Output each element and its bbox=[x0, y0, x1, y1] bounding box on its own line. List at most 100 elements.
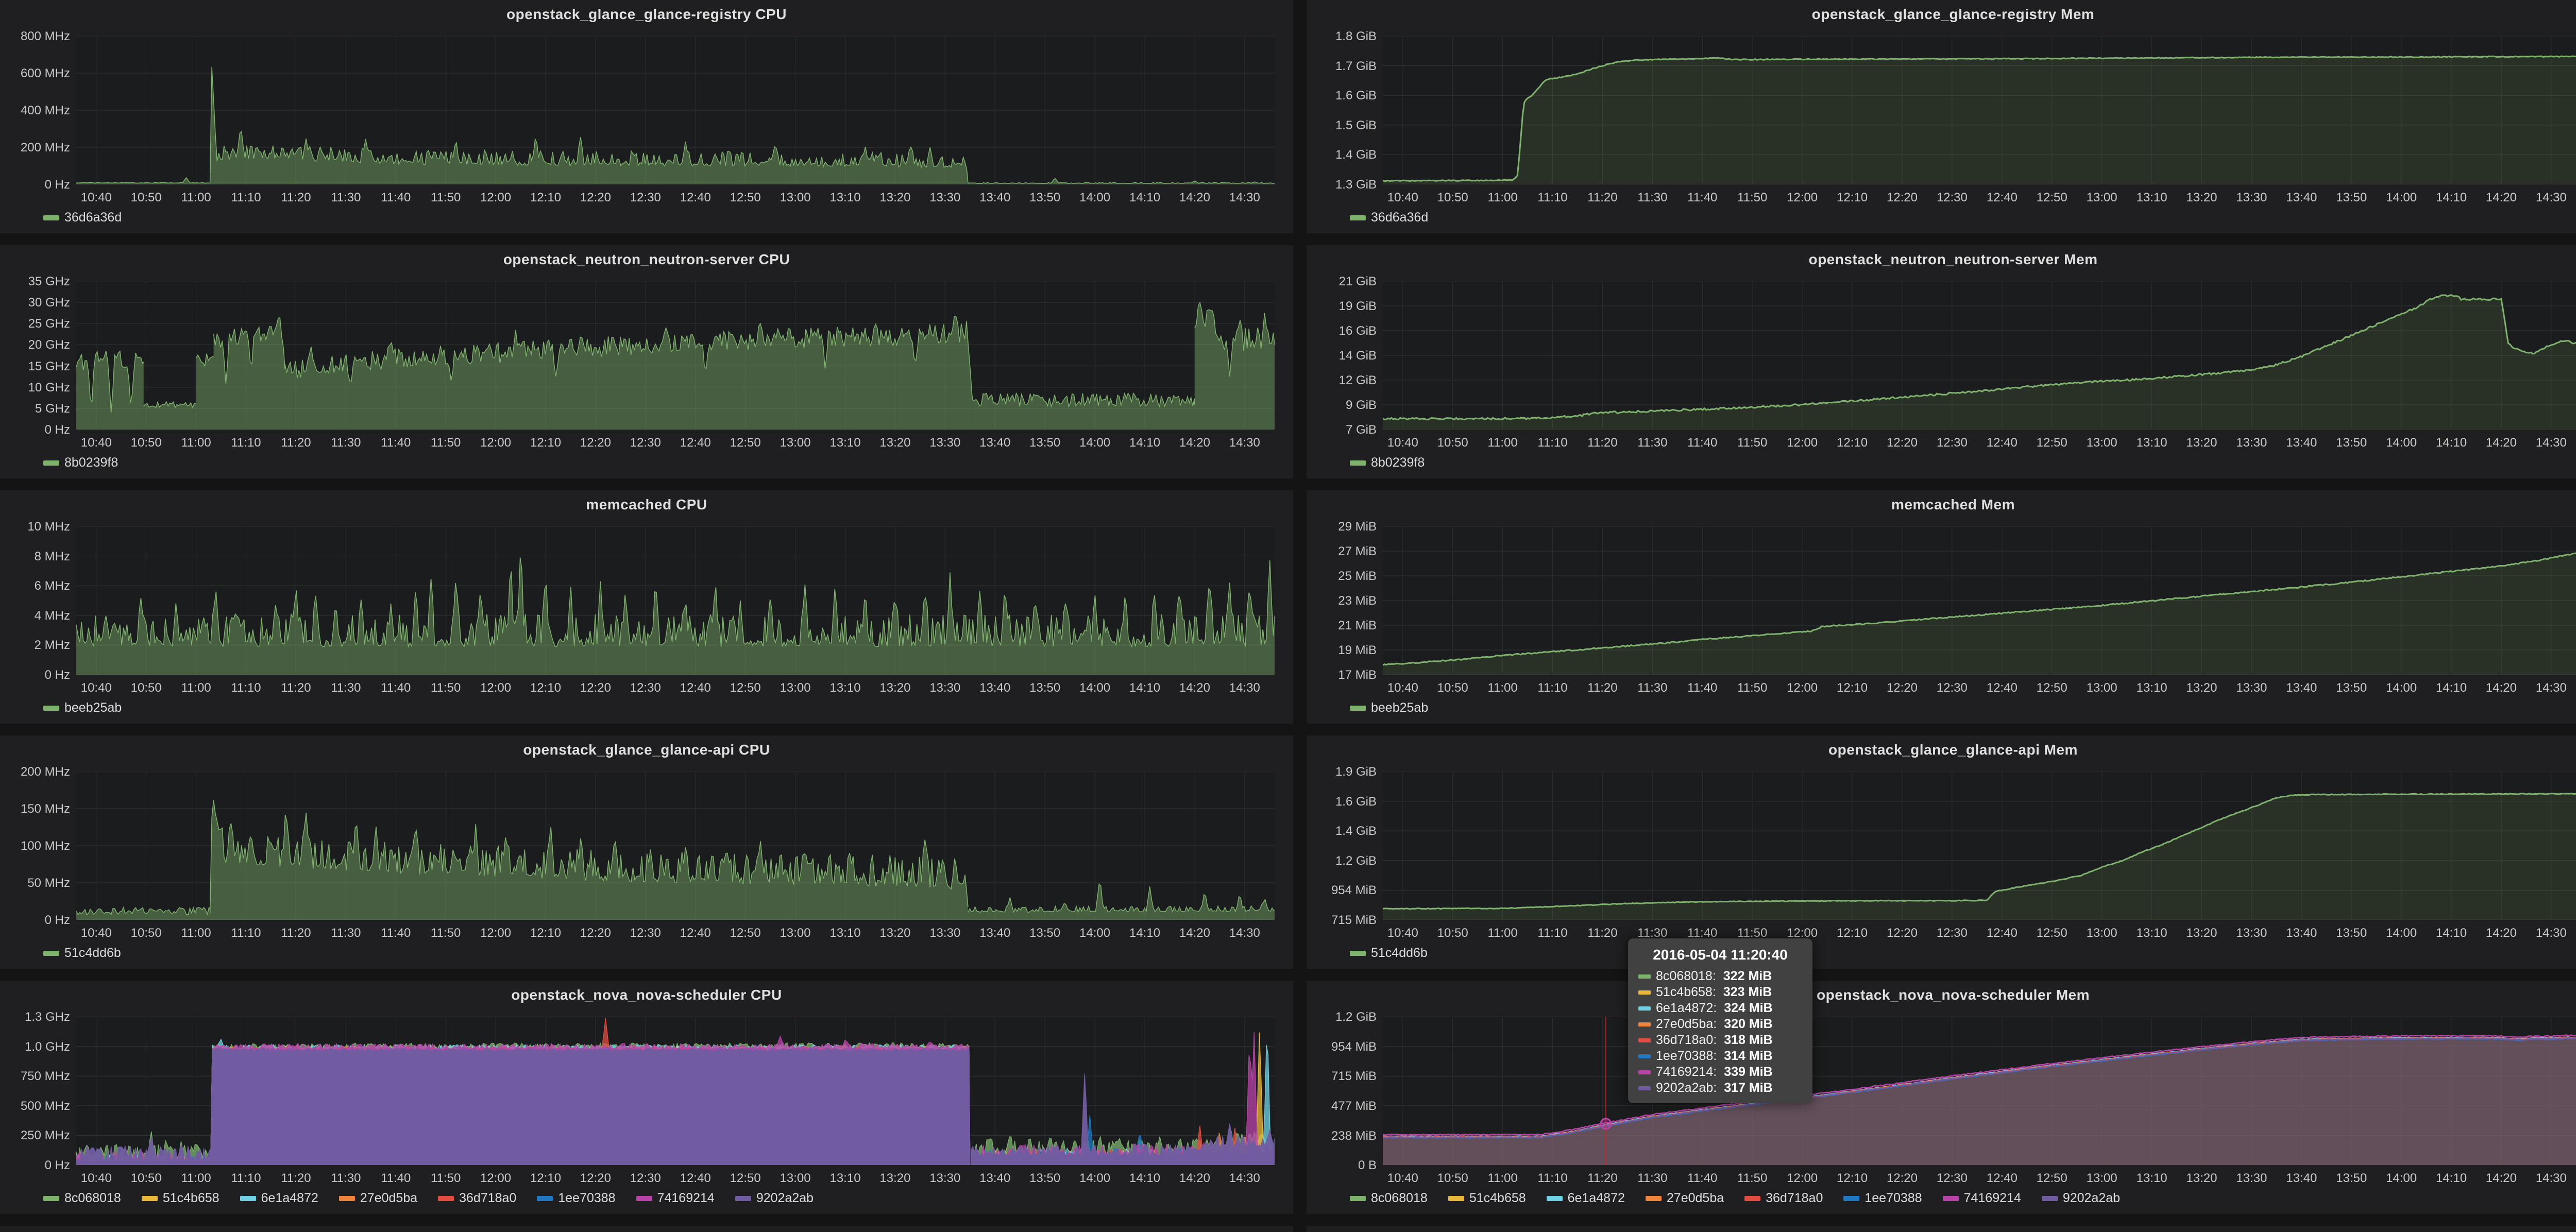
legend-series-name: 36d718a0 bbox=[1766, 1191, 1823, 1206]
panel-title: openstack_neutron_neutron-server CPU bbox=[0, 251, 1293, 268]
y-axis-label: 30 GHz bbox=[0, 296, 70, 310]
x-axis-label: 12:00 bbox=[1774, 681, 1831, 695]
legend-color-dash bbox=[43, 706, 59, 711]
panel-title: openstack_glance_glance-registry CPU bbox=[0, 6, 1293, 23]
x-axis-label: 12:30 bbox=[617, 681, 674, 695]
legend-series-name: 8b0239f8 bbox=[64, 455, 118, 470]
x-axis-label: 14:30 bbox=[2523, 681, 2576, 695]
y-axis-label: 2 MHz bbox=[0, 638, 70, 653]
x-axis-label: 12:50 bbox=[717, 191, 774, 205]
legend-item-1ee70388[interactable]: 1ee70388 bbox=[537, 1191, 615, 1206]
legend-color-dash bbox=[142, 1196, 158, 1201]
next-row-panel-sliver bbox=[1307, 1226, 2576, 1232]
x-axis-label: 11:40 bbox=[367, 436, 424, 450]
legend-item-9202a2ab[interactable]: 9202a2ab bbox=[735, 1191, 814, 1206]
legend-item-51c4b658[interactable]: 51c4b658 bbox=[1448, 1191, 1526, 1206]
legend-item-6e1a4872[interactable]: 6e1a4872 bbox=[1547, 1191, 1625, 1206]
legend-item-36d718a0[interactable]: 36d718a0 bbox=[438, 1191, 516, 1206]
x-axis-label: 12:20 bbox=[1874, 191, 1930, 205]
plot-area[interactable] bbox=[76, 526, 1275, 675]
plot-area[interactable] bbox=[1383, 772, 2576, 920]
legend-color-dash bbox=[1744, 1196, 1760, 1201]
x-axis-label: 11:00 bbox=[1475, 1171, 1531, 1186]
legend-item-74169214[interactable]: 74169214 bbox=[1943, 1191, 2021, 1206]
legend: 51c4dd6b bbox=[43, 946, 121, 961]
legend-item-8c068018[interactable]: 8c068018 bbox=[43, 1191, 121, 1206]
tooltip-series-dash bbox=[1638, 1022, 1651, 1026]
legend-item-beeb25ab[interactable]: beeb25ab bbox=[43, 700, 122, 715]
legend-item-27e0d5ba[interactable]: 27e0d5ba bbox=[1646, 1191, 1724, 1206]
legend-item-74169214[interactable]: 74169214 bbox=[636, 1191, 715, 1206]
x-axis-label: 12:40 bbox=[667, 436, 724, 450]
legend-item-27e0d5ba[interactable]: 27e0d5ba bbox=[339, 1191, 417, 1206]
plot-area[interactable] bbox=[1383, 281, 2576, 430]
legend-item-36d6a36d[interactable]: 36d6a36d bbox=[43, 210, 122, 225]
legend-item-1ee70388[interactable]: 1ee70388 bbox=[1843, 1191, 1922, 1206]
y-axis-label: 1.4 GiB bbox=[1307, 824, 1377, 839]
x-axis-label: 11:10 bbox=[218, 1171, 275, 1186]
legend-color-dash bbox=[2042, 1196, 2058, 1201]
legend-item-51c4dd6b[interactable]: 51c4dd6b bbox=[1350, 946, 1428, 961]
x-axis-label: 11:00 bbox=[168, 191, 225, 205]
legend-item-beeb25ab[interactable]: beeb25ab bbox=[1350, 700, 1428, 715]
x-axis-label: 12:30 bbox=[1924, 1171, 1980, 1186]
x-axis-label: 12:40 bbox=[667, 1171, 724, 1186]
x-axis-label: 11:10 bbox=[218, 191, 275, 205]
legend-item-8b0239f8[interactable]: 8b0239f8 bbox=[43, 455, 118, 470]
x-axis-label: 13:30 bbox=[917, 681, 973, 695]
plot-area[interactable] bbox=[1383, 1017, 2576, 1165]
panel-neutron-server-cpu: openstack_neutron_neutron-server CPU0 Hz… bbox=[0, 245, 1293, 478]
legend-series-name: 8c068018 bbox=[1371, 1191, 1428, 1206]
x-axis-label: 13:20 bbox=[867, 681, 923, 695]
x-axis-label: 11:40 bbox=[1674, 191, 1731, 205]
legend-item-36d718a0[interactable]: 36d718a0 bbox=[1744, 1191, 1823, 1206]
x-axis-label: 11:50 bbox=[1724, 1171, 1781, 1186]
legend-series-name: 51c4b658 bbox=[163, 1191, 219, 1206]
x-axis-label: 13:00 bbox=[767, 681, 824, 695]
plot-area[interactable] bbox=[1383, 36, 2576, 184]
x-axis-label: 13:50 bbox=[1016, 926, 1073, 940]
y-axis-label: 10 MHz bbox=[0, 520, 70, 534]
x-axis-label: 11:50 bbox=[417, 1171, 474, 1186]
series-area bbox=[211, 1049, 970, 1165]
legend-item-9202a2ab[interactable]: 9202a2ab bbox=[2042, 1191, 2120, 1206]
x-axis-label: 13:50 bbox=[2323, 436, 2380, 450]
y-axis-label: 1.4 GiB bbox=[1307, 148, 1377, 162]
x-axis-label: 13:00 bbox=[767, 926, 824, 940]
legend-item-8b0239f8[interactable]: 8b0239f8 bbox=[1350, 455, 1425, 470]
x-axis-label: 11:00 bbox=[168, 926, 225, 940]
plot-area[interactable] bbox=[76, 772, 1275, 920]
legend-item-36d6a36d[interactable]: 36d6a36d bbox=[1350, 210, 1428, 225]
legend-item-6e1a4872[interactable]: 6e1a4872 bbox=[240, 1191, 318, 1206]
plot-area[interactable] bbox=[1383, 526, 2576, 675]
x-axis-label: 12:10 bbox=[517, 681, 574, 695]
tooltip-series-dash bbox=[1638, 1054, 1651, 1058]
legend-color-dash bbox=[43, 951, 59, 956]
x-axis-label: 10:40 bbox=[68, 436, 125, 450]
y-axis-label: 715 MiB bbox=[1307, 913, 1377, 928]
x-axis-label: 13:10 bbox=[2124, 926, 2180, 940]
y-axis-label: 10 GHz bbox=[0, 381, 70, 395]
x-axis-label: 11:30 bbox=[317, 1171, 374, 1186]
legend-item-8c068018[interactable]: 8c068018 bbox=[1350, 1191, 1428, 1206]
x-axis-label: 10:40 bbox=[1375, 681, 1431, 695]
x-axis-label: 13:40 bbox=[967, 436, 1023, 450]
plot-area[interactable] bbox=[76, 36, 1275, 184]
series-area bbox=[1383, 794, 2576, 920]
x-axis-label: 13:30 bbox=[2223, 1171, 2280, 1186]
x-axis-label: 14:10 bbox=[2423, 681, 2480, 695]
x-axis-label: 14:20 bbox=[2473, 191, 2530, 205]
x-axis-label: 14:10 bbox=[2423, 926, 2480, 940]
x-axis-label: 11:40 bbox=[367, 1171, 424, 1186]
x-axis-label: 13:40 bbox=[967, 191, 1023, 205]
legend-color-dash bbox=[1843, 1196, 1859, 1201]
x-axis-label: 11:00 bbox=[1475, 926, 1531, 940]
legend-item-51c4b658[interactable]: 51c4b658 bbox=[142, 1191, 219, 1206]
series-area bbox=[1195, 302, 1275, 430]
x-axis-label: 14:00 bbox=[1066, 191, 1123, 205]
x-axis-label: 14:10 bbox=[1116, 436, 1173, 450]
y-axis-label: 7 GiB bbox=[1307, 423, 1377, 437]
plot-area[interactable] bbox=[76, 1017, 1275, 1165]
legend-item-51c4dd6b[interactable]: 51c4dd6b bbox=[43, 946, 121, 961]
plot-area[interactable] bbox=[76, 281, 1275, 430]
